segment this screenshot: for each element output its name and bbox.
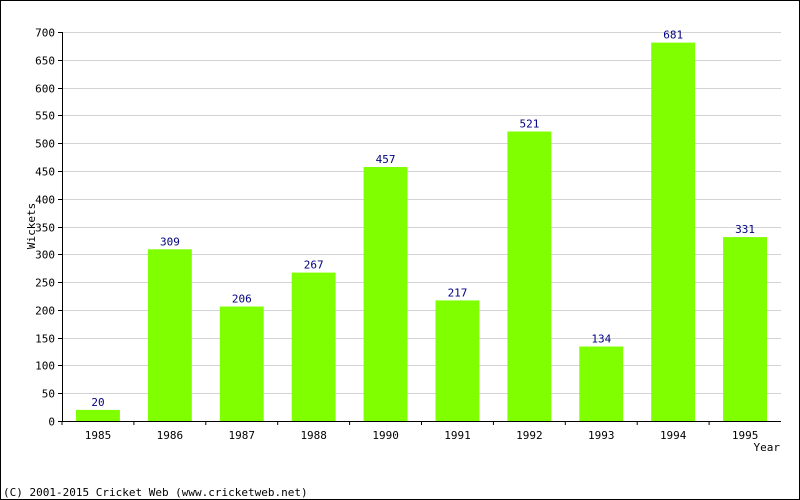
data-label: 457	[376, 153, 396, 166]
data-label: 267	[304, 259, 324, 272]
y-tick-label: 450	[35, 166, 55, 179]
y-tick-label: 350	[35, 222, 55, 235]
x-tick-labels: 1985 1986 1987 1988 1990 1991 1992 1993 1994 1995	[85, 429, 759, 442]
bar	[723, 237, 767, 421]
x-tick-label: 1991	[444, 429, 471, 442]
data-label: 134	[591, 333, 611, 346]
x-tick-label: 1994	[660, 429, 687, 442]
y-tick-labels: 0 50 100 150 200 250 300 350 400 450 500 550 600 650 7…	[35, 27, 55, 429]
data-label: 206	[232, 293, 252, 306]
y-tick-label: 700	[35, 27, 55, 40]
axes	[58, 32, 781, 425]
data-labels: 20 309 206 267 457 217 521 134 681 331	[91, 29, 755, 409]
bar	[76, 409, 120, 421]
y-tick-label: 400	[35, 194, 55, 207]
x-tick-label: 1988	[300, 429, 327, 442]
bar	[507, 131, 552, 421]
y-tick-label: 200	[35, 305, 55, 318]
bar	[579, 346, 624, 421]
y-tick-label: 650	[35, 55, 55, 68]
x-tick-label: 1990	[372, 429, 399, 442]
x-tick-label: 1995	[732, 429, 759, 442]
y-tick-label: 600	[35, 83, 55, 96]
y-tick-label: 100	[35, 360, 55, 373]
x-tick-label: 1985	[85, 429, 112, 442]
bar	[219, 306, 264, 421]
data-label: 20	[91, 396, 104, 409]
bar	[363, 167, 408, 421]
x-tick-label: 1987	[229, 429, 256, 442]
y-tick-label: 250	[35, 277, 55, 290]
bar	[147, 249, 192, 421]
x-tick-label: 1986	[157, 429, 184, 442]
y-tick-label: 500	[35, 138, 55, 151]
bar	[435, 300, 480, 421]
y-tick-label: 50	[42, 388, 55, 401]
y-axis-label: Wickets	[25, 203, 38, 249]
x-tick-label: 1993	[588, 429, 615, 442]
y-tick-label: 0	[48, 416, 55, 429]
y-tick-label: 550	[35, 110, 55, 123]
data-label: 217	[448, 286, 468, 299]
data-label: 521	[519, 118, 539, 131]
x-tick-label: 1992	[516, 429, 543, 442]
data-label: 309	[160, 235, 180, 248]
y-tick-label: 300	[35, 249, 55, 262]
x-axis-label: Year	[754, 441, 781, 454]
y-tick-label: 150	[35, 333, 55, 346]
bars	[76, 42, 767, 421]
bar	[291, 272, 336, 421]
bar	[651, 42, 696, 421]
data-label: 331	[735, 223, 755, 236]
copyright-footer: (C) 2001-2015 Cricket Web (www.cricketwe…	[3, 486, 308, 499]
data-label: 681	[663, 29, 683, 42]
